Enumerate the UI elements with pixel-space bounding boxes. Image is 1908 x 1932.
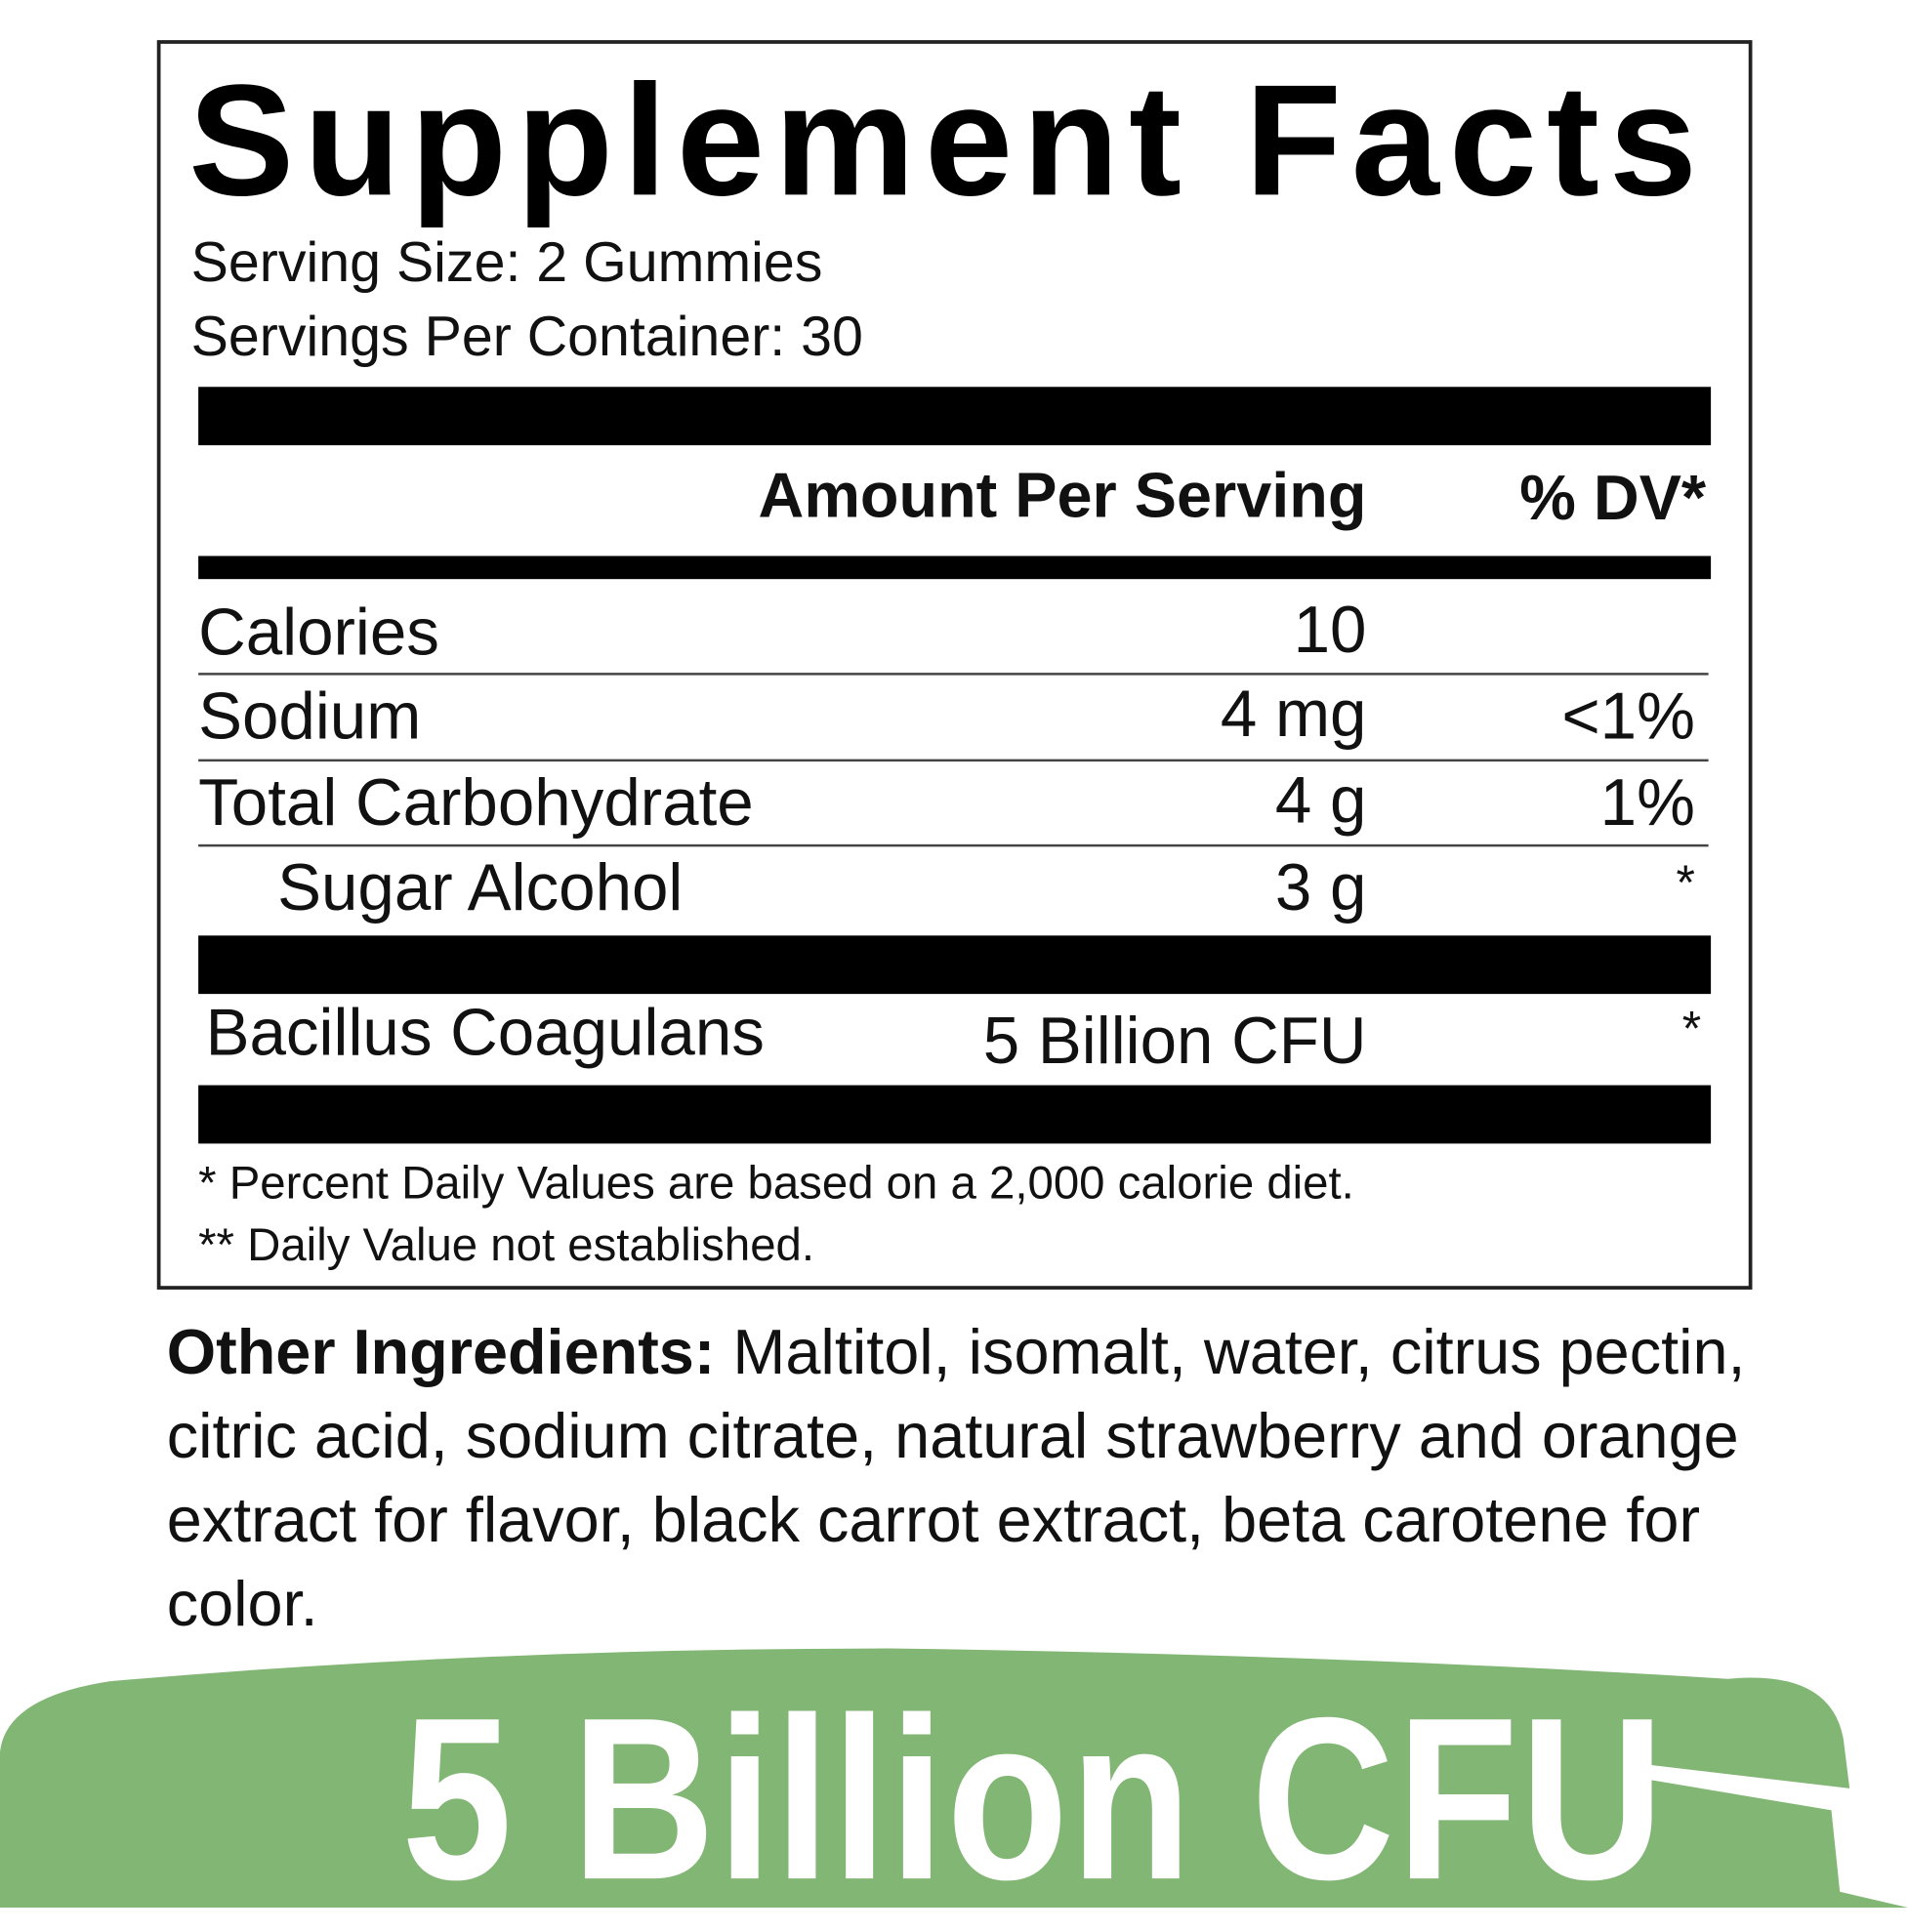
servings-per-container: Servings Per Container: 30 bbox=[190, 304, 863, 368]
banner-shape bbox=[0, 1648, 1908, 1908]
other-ingredients-text: Maltitol, isomalt, water, citrus pectin,… bbox=[166, 1317, 1746, 1640]
amount-header: Amount Per Serving bbox=[758, 461, 1367, 532]
panel-title: Supplement Facts bbox=[188, 51, 1707, 229]
divider-bar bbox=[198, 387, 1712, 446]
dv-header: % DV* bbox=[1519, 463, 1707, 535]
nutrient-amount: 4 g bbox=[1274, 763, 1367, 838]
nutrient-dv: 1% bbox=[1599, 766, 1695, 840]
nutrient-name: Sodium bbox=[198, 679, 422, 754]
divider-bar bbox=[198, 1085, 1712, 1144]
probiotic-dv: * bbox=[1681, 1002, 1702, 1056]
nutrient-amount: 3 g bbox=[1274, 851, 1367, 925]
serving-size: Serving Size: 2 Gummies bbox=[190, 229, 823, 294]
other-ingredients-label: Other Ingredients: bbox=[166, 1317, 716, 1388]
row-divider bbox=[198, 673, 1709, 676]
probiotic-name: Bacillus Coagulans bbox=[205, 996, 765, 1070]
nutrient-name: Total Carbohydrate bbox=[198, 766, 754, 840]
nutrient-amount: 10 bbox=[1293, 594, 1367, 667]
facts-panel bbox=[156, 40, 1753, 1290]
row-divider bbox=[198, 759, 1709, 762]
divider-bar bbox=[198, 935, 1712, 995]
other-ingredients: Other Ingredients: Maltitol, isomalt, wa… bbox=[167, 1311, 1761, 1647]
nutrient-name: Sugar Alcohol bbox=[277, 851, 684, 925]
footnote-not-established: ** Daily Value not established. bbox=[198, 1219, 815, 1272]
nutrient-name: Calories bbox=[198, 596, 439, 670]
nutrient-dv: * bbox=[1676, 856, 1695, 911]
footnote-dv: * Percent Daily Values are based on a 2,… bbox=[198, 1158, 1354, 1210]
probiotic-amount: 5 Billion CFU bbox=[982, 1005, 1367, 1079]
divider-bar bbox=[198, 555, 1712, 580]
banner-cfu-text: 5 Billion CFU bbox=[401, 1669, 1667, 1929]
nutrient-amount: 4 mg bbox=[1220, 678, 1367, 751]
row-divider bbox=[198, 843, 1709, 847]
nutrient-dv: <1% bbox=[1561, 679, 1695, 754]
